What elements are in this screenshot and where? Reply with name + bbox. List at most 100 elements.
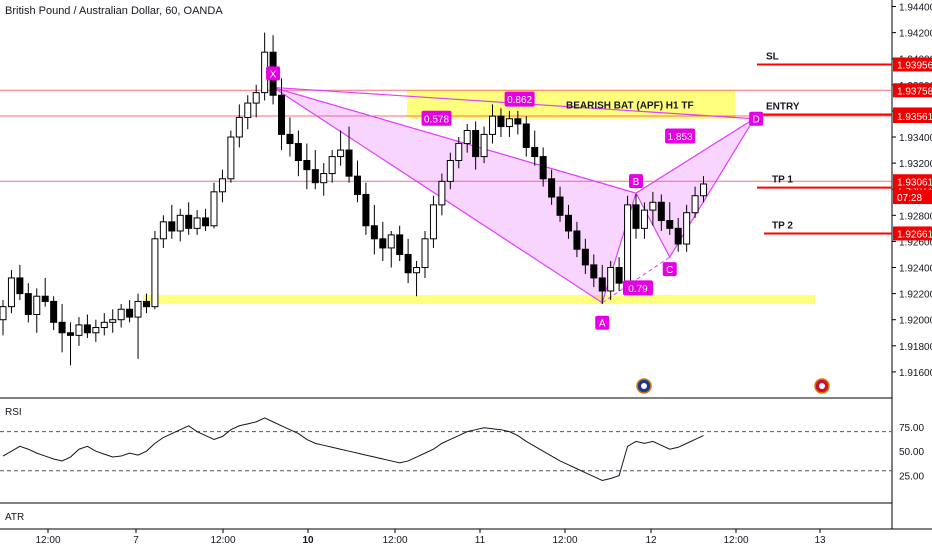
candle-down bbox=[657, 201, 665, 222]
time-tick-label: 12:00 bbox=[35, 535, 60, 546]
pattern-name: BEARISH BAT (APF) H1 TF bbox=[566, 100, 694, 111]
uk-flag-icon[interactable] bbox=[814, 378, 830, 394]
candle-up bbox=[413, 267, 421, 274]
time-tick-label: 12:00 bbox=[552, 535, 577, 546]
candle-down bbox=[514, 118, 522, 125]
time-tick-label: 13 bbox=[814, 535, 826, 546]
candle-up bbox=[429, 204, 437, 240]
candle-up bbox=[446, 160, 454, 182]
candle-down bbox=[531, 146, 539, 158]
candle-up bbox=[210, 191, 218, 227]
price-badge: 1.93061 bbox=[897, 177, 932, 188]
candle-up bbox=[438, 180, 446, 206]
flag-icon-center bbox=[819, 383, 825, 389]
level-label-sl: SL bbox=[766, 51, 779, 62]
candle-down bbox=[472, 129, 480, 158]
candle-down bbox=[666, 220, 674, 229]
time-tick-label: 10 bbox=[302, 535, 314, 546]
price-badge-bg bbox=[893, 57, 932, 72]
candle-down bbox=[345, 149, 353, 177]
candle-up bbox=[0, 306, 7, 321]
pattern-point-a-bg bbox=[595, 315, 610, 330]
candle-down bbox=[404, 253, 412, 274]
candle-down bbox=[548, 178, 556, 198]
australia-flag-icon[interactable] bbox=[636, 378, 652, 394]
price-badge: 1.93956 bbox=[897, 60, 932, 71]
candle-down bbox=[278, 94, 286, 135]
price-badge-bg bbox=[893, 109, 932, 124]
pattern-point-d-bg bbox=[749, 111, 764, 126]
candle-up bbox=[421, 238, 429, 269]
candle-down bbox=[168, 221, 176, 232]
candle-down bbox=[41, 295, 49, 302]
candle-up bbox=[387, 234, 395, 249]
pattern-ratio-2: 0.79 bbox=[628, 284, 648, 295]
candle-up bbox=[700, 183, 708, 197]
candle-up bbox=[109, 319, 117, 323]
candle-up bbox=[607, 267, 615, 292]
candle-down bbox=[58, 321, 66, 334]
candle-up bbox=[193, 217, 201, 229]
candle-up bbox=[252, 92, 260, 104]
price-tick-label: 1.92000 bbox=[899, 316, 932, 327]
price-badge-bg bbox=[893, 83, 932, 98]
time-tick-label: 12:00 bbox=[210, 535, 235, 546]
candle-down bbox=[126, 308, 134, 318]
pattern-point-x-bg bbox=[266, 66, 281, 81]
candle-down bbox=[362, 193, 370, 227]
candle-down bbox=[396, 234, 404, 255]
candle-up bbox=[176, 214, 184, 232]
candle-up bbox=[649, 201, 657, 211]
candle-down bbox=[311, 169, 319, 184]
candle-up bbox=[235, 116, 243, 138]
pattern-ratio-2-bg bbox=[623, 280, 653, 296]
pattern-triangle-xab bbox=[272, 86, 637, 304]
pattern-point-a: A bbox=[599, 319, 606, 330]
price-tick-label: 1.92600 bbox=[899, 237, 932, 248]
pattern-point-c-bg bbox=[662, 262, 677, 277]
candle-up bbox=[624, 204, 632, 284]
candle-down bbox=[353, 175, 361, 195]
pattern-point-x: X bbox=[270, 69, 277, 80]
pattern-ratio-3-bg bbox=[665, 128, 696, 144]
candle-down bbox=[286, 133, 294, 145]
candle-up bbox=[489, 115, 497, 135]
price-tick-label: 1.92800 bbox=[899, 211, 932, 222]
price-tick-label: 1.94400 bbox=[899, 3, 932, 14]
price-badge: 1.93561 bbox=[897, 112, 932, 123]
pattern-point-c: C bbox=[666, 265, 673, 276]
rsi-tick-label: 75.00 bbox=[899, 423, 924, 434]
candle-up bbox=[328, 156, 336, 175]
price-tick-label: 1.91800 bbox=[899, 342, 932, 353]
pattern-ratio-1-bg bbox=[504, 91, 535, 107]
candle-up bbox=[33, 295, 41, 315]
candle-down bbox=[185, 214, 193, 229]
price-tick-label: 1.92400 bbox=[899, 264, 932, 275]
candle-down bbox=[564, 214, 572, 232]
price-badge: 1.92661 bbox=[897, 229, 932, 240]
candle-up bbox=[159, 221, 167, 240]
price-tick-label: 1.93400 bbox=[899, 133, 932, 144]
candle-up bbox=[7, 277, 15, 308]
candle-up bbox=[463, 129, 471, 145]
time-tick-label: 11 bbox=[475, 535, 486, 546]
candle-down bbox=[83, 324, 91, 334]
level-label-entry: ENTRY bbox=[766, 101, 800, 112]
pattern-ratio-0-bg bbox=[421, 110, 452, 126]
candle-down bbox=[581, 248, 589, 266]
chart-title: British Pound / Australian Dollar, 60, O… bbox=[5, 5, 223, 17]
candle-up bbox=[683, 212, 691, 245]
candle-down bbox=[202, 217, 210, 227]
time-tick-label: 12:00 bbox=[382, 535, 407, 546]
candle-down bbox=[142, 300, 150, 308]
candle-down bbox=[590, 264, 598, 279]
candle-up bbox=[117, 308, 125, 321]
atr-label: ATR bbox=[5, 512, 24, 523]
price-tick-label: 1.94200 bbox=[899, 29, 932, 40]
candle-up bbox=[75, 324, 83, 336]
candle-down bbox=[294, 143, 302, 162]
candle-down bbox=[303, 160, 311, 171]
candle-down bbox=[24, 293, 32, 315]
pattern-point-b-bg bbox=[629, 174, 643, 189]
